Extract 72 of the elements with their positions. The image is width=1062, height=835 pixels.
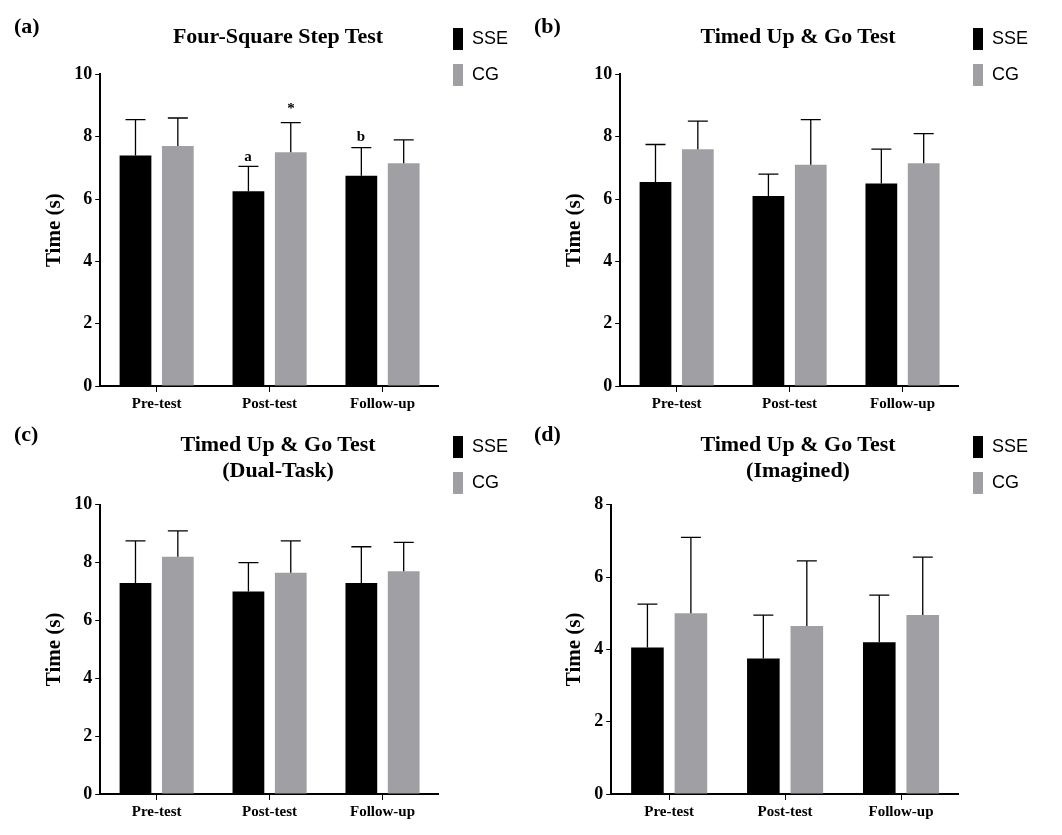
y-tick-label: 2 bbox=[83, 312, 93, 333]
legend-label: SSE bbox=[991, 435, 1029, 456]
bar bbox=[674, 613, 708, 794]
x-tick-label: Post-test bbox=[242, 802, 298, 819]
y-tick-label: 2 bbox=[83, 724, 93, 745]
bar bbox=[387, 571, 420, 794]
chart-title: Timed Up & Go Test bbox=[180, 430, 377, 456]
y-tick-label: 8 bbox=[83, 125, 93, 146]
x-tick-label: Post-test bbox=[242, 394, 298, 411]
bar bbox=[906, 615, 940, 794]
bar bbox=[790, 625, 824, 794]
y-tick-label: 0 bbox=[83, 374, 93, 395]
chart-subtitle: (Dual-Task) bbox=[222, 457, 334, 483]
y-axis-title: Time (s) bbox=[561, 612, 586, 687]
x-tick-label: Pre-test bbox=[651, 394, 702, 411]
y-tick-label: 0 bbox=[83, 782, 93, 803]
x-tick-label: Follow-up bbox=[870, 394, 936, 411]
y-tick-label: 8 bbox=[83, 551, 93, 572]
text: (b) bbox=[534, 12, 561, 38]
annotation: a bbox=[244, 147, 253, 164]
x-tick-label: Pre-test bbox=[131, 394, 182, 411]
legend-label: SSE bbox=[471, 27, 509, 48]
y-tick-label: 6 bbox=[83, 187, 93, 208]
legend-label: CG bbox=[471, 63, 499, 84]
annotation: b bbox=[356, 127, 366, 144]
x-tick-label: Pre-test bbox=[131, 802, 182, 819]
y-axis-title: Time (s) bbox=[41, 612, 66, 687]
bar bbox=[274, 152, 307, 386]
y-tick-label: 0 bbox=[594, 782, 604, 803]
y-tick-label: 4 bbox=[594, 638, 604, 659]
y-tick-label: 2 bbox=[594, 710, 604, 731]
y-tick-label: 0 bbox=[603, 374, 613, 395]
chart-subtitle: (Imagined) bbox=[746, 457, 850, 483]
y-tick-label: 4 bbox=[83, 250, 93, 271]
legend-label: SSE bbox=[471, 435, 509, 456]
y-axis-title: Time (s) bbox=[41, 193, 66, 268]
y-axis-title: Time (s) bbox=[561, 193, 586, 268]
chart-title: Timed Up & Go Test bbox=[700, 430, 897, 456]
y-tick-label: 8 bbox=[594, 493, 604, 514]
x-tick-label: Post-test bbox=[762, 394, 818, 411]
bar bbox=[681, 149, 714, 386]
text: (a) bbox=[14, 12, 40, 38]
text: (c) bbox=[14, 420, 39, 446]
legend-label: CG bbox=[471, 471, 499, 492]
x-tick-label: Follow-up bbox=[868, 802, 934, 819]
text: (d) bbox=[534, 420, 561, 446]
x-tick-label: Post-test bbox=[757, 802, 813, 819]
bar bbox=[274, 572, 307, 794]
bar bbox=[907, 163, 940, 386]
bar bbox=[161, 556, 194, 794]
annotation: * bbox=[287, 99, 295, 116]
y-tick-label: 2 bbox=[603, 312, 613, 333]
legend-label: CG bbox=[991, 63, 1019, 84]
x-tick-label: Follow-up bbox=[350, 802, 416, 819]
y-tick-label: 4 bbox=[83, 666, 93, 687]
y-tick-label: 4 bbox=[603, 250, 613, 271]
y-tick-label: 10 bbox=[74, 493, 93, 514]
bar bbox=[161, 146, 194, 386]
legend-label: SSE bbox=[991, 27, 1029, 48]
bar bbox=[794, 164, 827, 386]
y-tick-label: 8 bbox=[603, 125, 613, 146]
y-tick-label: 6 bbox=[83, 609, 93, 630]
legend-label: CG bbox=[991, 471, 1019, 492]
y-tick-label: 10 bbox=[594, 63, 613, 84]
y-tick-label: 10 bbox=[74, 63, 93, 84]
chart-title: Timed Up & Go Test bbox=[700, 22, 897, 48]
chart-title: Four-Square Step Test bbox=[172, 22, 384, 48]
y-tick-label: 6 bbox=[594, 565, 604, 586]
y-tick-label: 6 bbox=[603, 187, 613, 208]
bar bbox=[387, 163, 420, 386]
x-tick-label: Pre-test bbox=[644, 802, 695, 819]
x-tick-label: Follow-up bbox=[350, 394, 416, 411]
